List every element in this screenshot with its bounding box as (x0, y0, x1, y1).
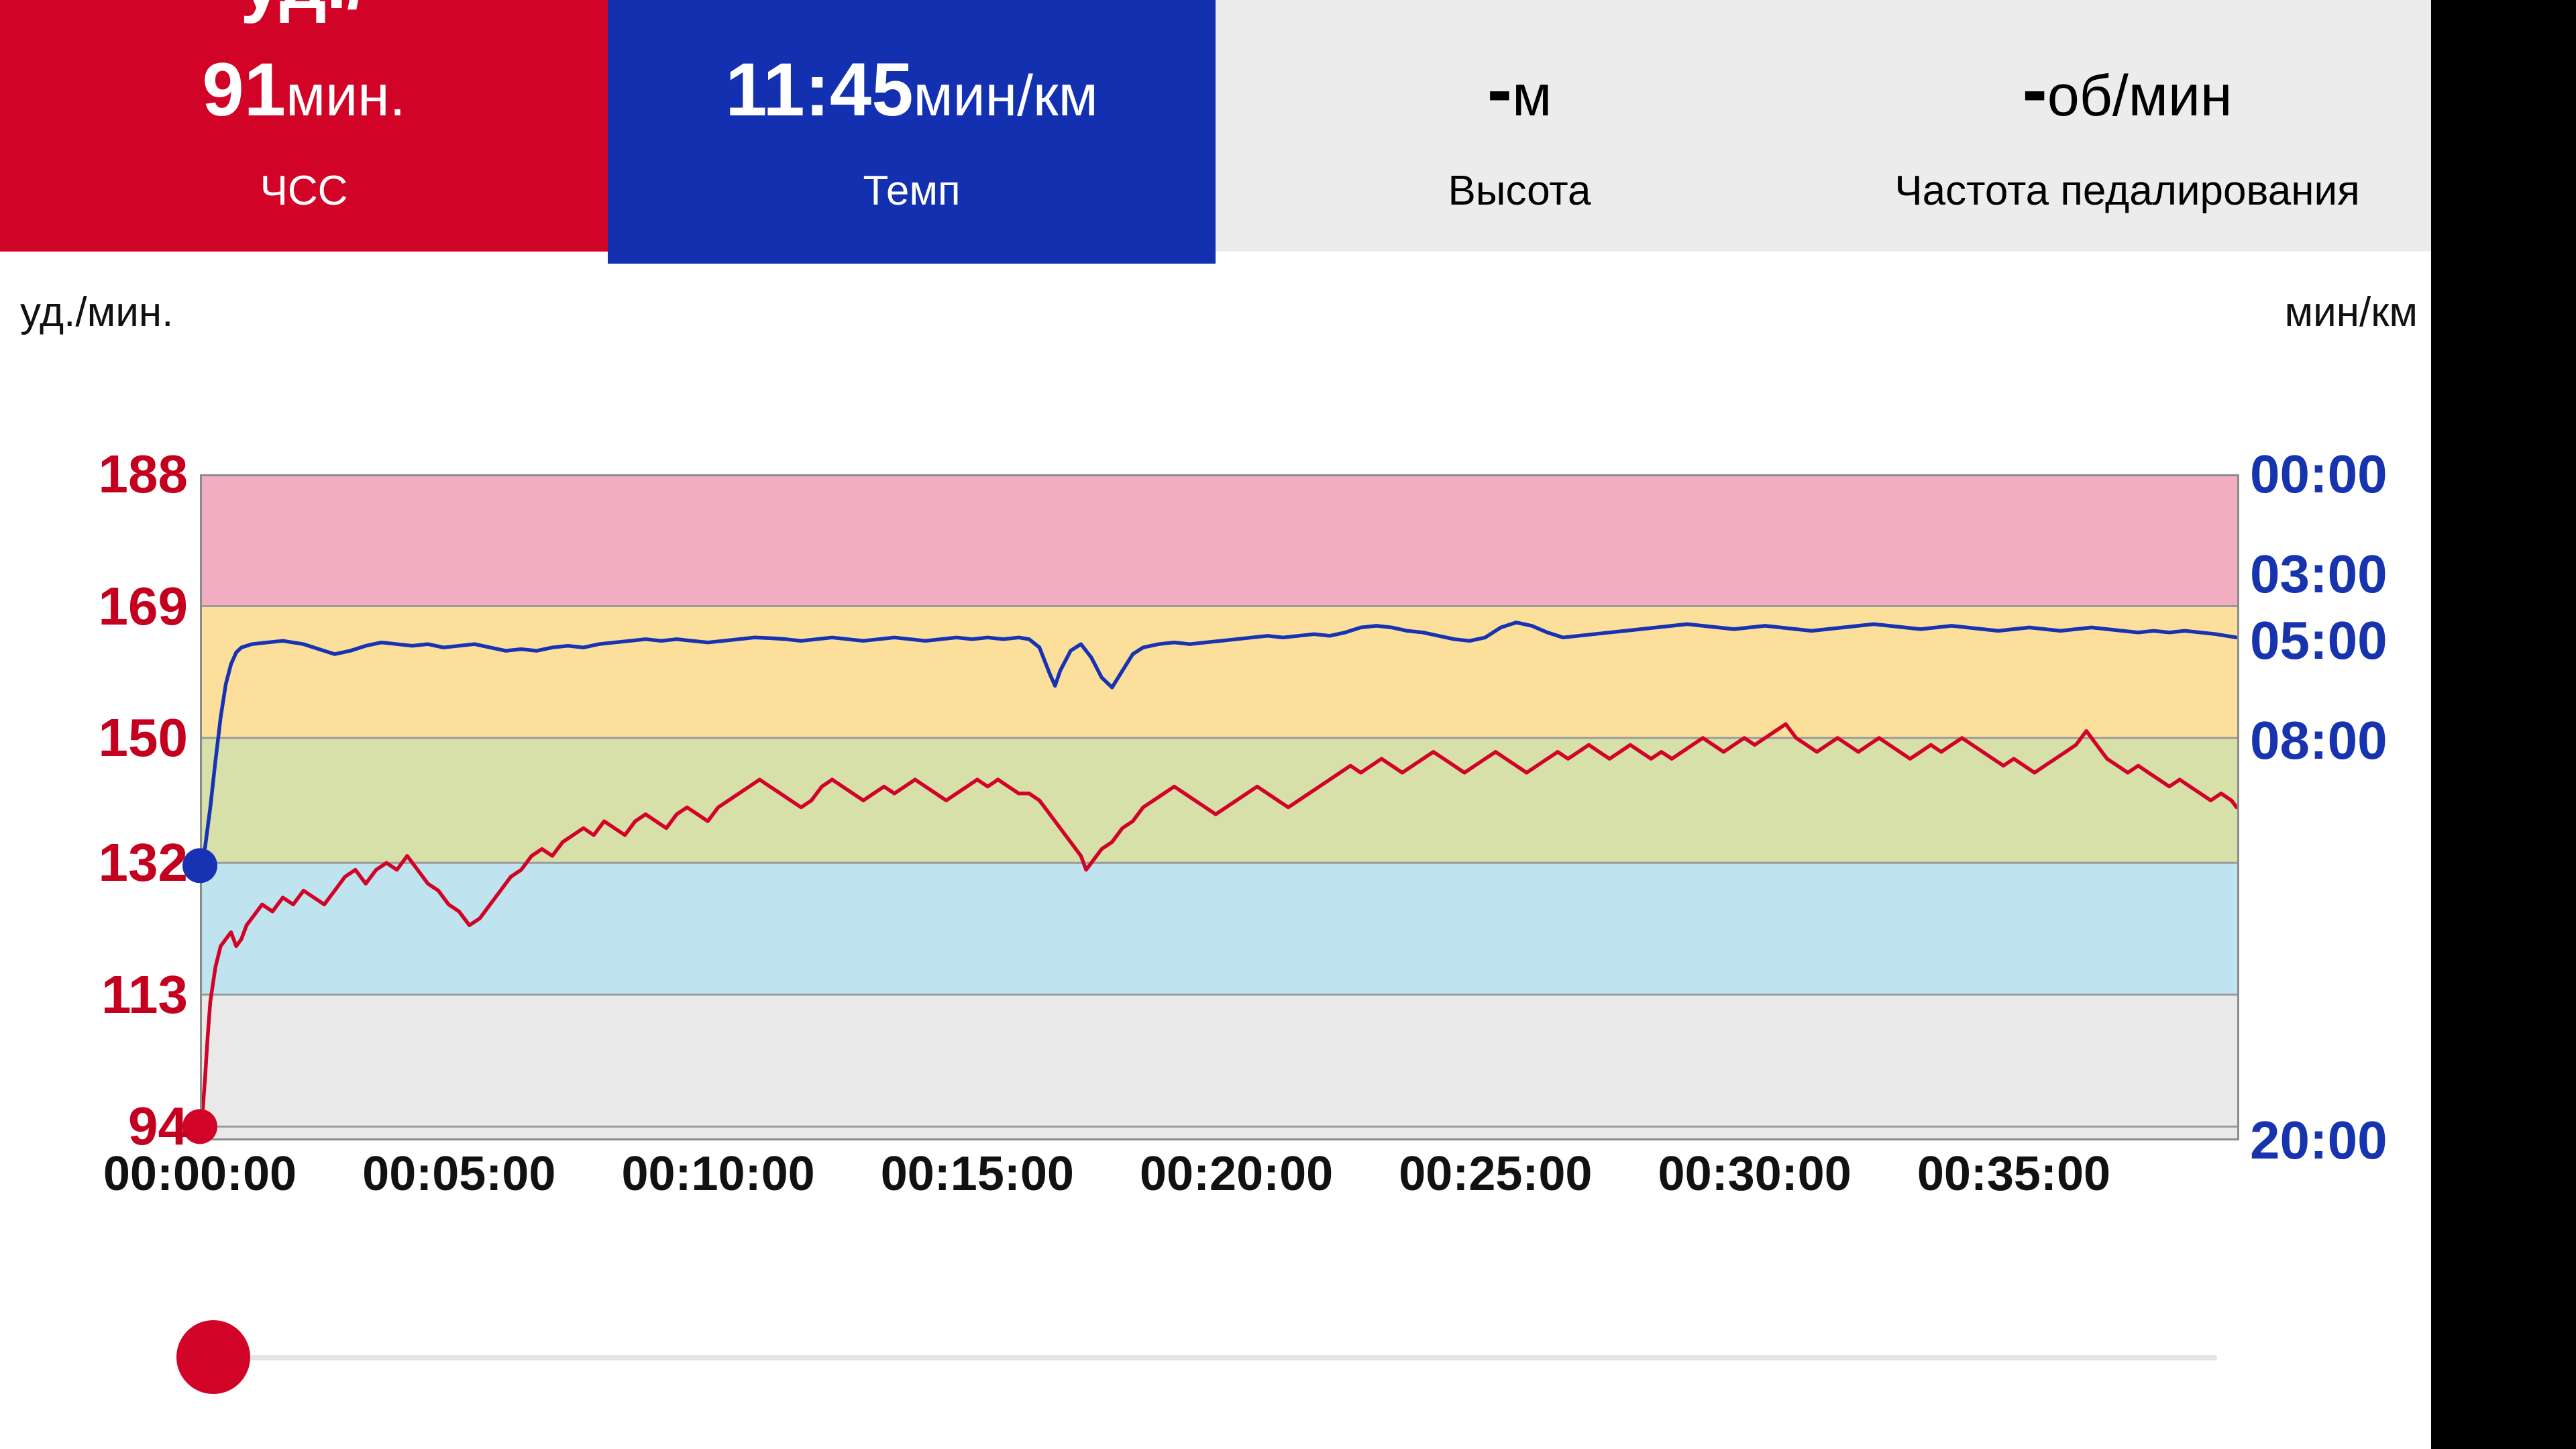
right-axis-tick: 08:00 (2250, 710, 2387, 771)
home-button[interactable] (2431, 720, 2576, 798)
x-axis-tick: 00:20:00 (1139, 1147, 1334, 1201)
tab-altitude-label: Высота (1448, 168, 1591, 214)
chart-plot[interactable]: 188 169 150 132 113 94 00:00 03:00 05:00 08:00 20:… (99, 447, 2387, 1199)
tab-cadence-value-row: -об/мин (1823, 52, 2431, 127)
metric-tabbar: уд./ 91мин. ЧСС 11:45мин/км Темп -м Высо… (0, 0, 2431, 264)
right-axis-tick: 05:00 (2250, 610, 2387, 671)
right-axis-tick: 00:00 (2250, 444, 2387, 504)
left-axis-tick: 150 (98, 708, 188, 768)
tab-cadence-unit: об/мин (2047, 64, 2233, 128)
x-axis-tick: 00:30:00 (1658, 1147, 1851, 1201)
tab-heart-rate-clipped-text: уд./ (0, 0, 608, 20)
tab-heart-rate-label: ЧСС (260, 168, 348, 214)
recents-icon (2477, 301, 2530, 354)
x-axis-tick: 00:25:00 (1399, 1147, 1593, 1201)
tab-heart-rate-value: 91 (202, 48, 286, 131)
tab-heart-rate-value-row: 91мин. (0, 52, 608, 127)
x-axis-tick: 00:00:00 (103, 1147, 297, 1201)
left-axis-title: уд./мин. (20, 289, 174, 335)
android-navbar (2431, 0, 2576, 1449)
tab-pace-label: Темп (863, 168, 961, 214)
left-axis-tick: 94 (128, 1096, 188, 1157)
right-axis-tick: 20:00 (2250, 1110, 2387, 1170)
tab-pace[interactable]: 11:45мин/км Темп (608, 0, 1216, 264)
tab-altitude[interactable]: -м Высота (1216, 0, 1823, 252)
right-axis-title: мин/км (2284, 289, 2418, 335)
x-axis-tick: 00:10:00 (621, 1147, 815, 1201)
x-axis-tick: 00:15:00 (880, 1147, 1074, 1201)
recents-button[interactable] (2431, 288, 2576, 366)
tab-altitude-unit: м (1512, 64, 1552, 128)
back-button[interactable] (2431, 1101, 2576, 1179)
left-axis-tick: 169 (98, 576, 188, 636)
left-axis-tick: 113 (101, 964, 188, 1024)
tab-altitude-value: - (1487, 48, 1513, 131)
tab-pace-value: 11:45 (725, 48, 914, 131)
x-axis-tick: 00:35:00 (1917, 1147, 2111, 1201)
home-icon (2471, 729, 2536, 790)
scrubber-track[interactable] (208, 1355, 2217, 1360)
tab-pace-value-row: 11:45мин/км (608, 52, 1216, 127)
x-axis-tick: 00:05:00 (362, 1147, 556, 1201)
tab-cadence[interactable]: -об/мин Частота педалирования (1823, 0, 2431, 252)
tab-pace-unit: мин/км (913, 64, 1098, 128)
tab-heart-rate[interactable]: уд./ 91мин. ЧСС (0, 0, 608, 252)
left-axis-tick: 188 (98, 444, 188, 504)
chart-svg (182, 474, 2239, 1144)
tab-altitude-value-row: -м (1216, 52, 1823, 127)
tab-cadence-value: - (2022, 48, 2047, 131)
tab-heart-rate-unit: мин. (286, 64, 406, 128)
scrubber-handle[interactable] (176, 1320, 250, 1394)
left-axis-tick: 132 (98, 833, 188, 893)
back-icon (2474, 1112, 2520, 1168)
tab-cadence-label: Частота педалирования (1894, 168, 2360, 214)
right-axis-tick: 03:00 (2250, 543, 2387, 604)
